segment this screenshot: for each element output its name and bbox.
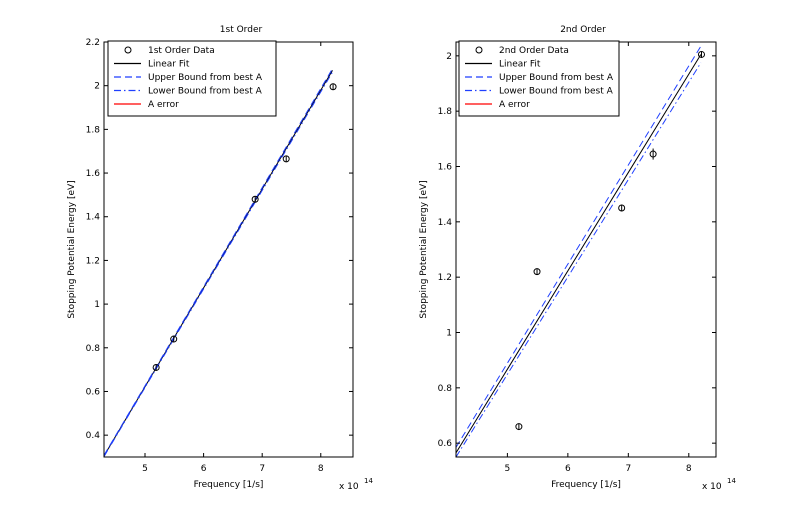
y-tick-label: 2 [446,52,452,62]
legend-label: A error [499,100,530,110]
x-axis-label: Frequency [1/s] [551,480,621,490]
chart-2nd-order: 2nd Order 5 6 7 8 0.6 0.8 1 1.2 1.4 1.6 1.8 2 Frequ… [419,25,736,492]
data-marker [251,195,259,203]
data-point [515,423,523,431]
data-point [697,50,705,58]
data-marker [282,155,290,163]
legend-data: 2nd Order Data [475,46,569,56]
y-tick-label: 1.2 [438,273,452,283]
data-marker [697,50,705,58]
legend-label: Linear Fit [148,60,190,70]
legend-lower-bound: Lower Bound from best A [465,87,614,97]
y-tick-label: 0.8 [438,384,453,394]
plot-area [104,68,337,457]
plot-area [456,45,705,457]
upper-bound-line [104,68,333,456]
legend-marker [124,46,132,54]
upper-bound-line [456,45,702,448]
x-axis-multiplier: x 10 14 [702,477,736,492]
data-marker [649,150,657,158]
legend: 1st Order Data Linear Fit Upper Bound from… [107,40,277,117]
legend-label: Lower Bound from best A [148,87,263,97]
y-tick-label: 1.6 [86,169,101,179]
y-tick-label: 1 [446,329,452,339]
multiplier-base: x 10 [339,482,359,492]
data-point [282,155,290,163]
y-tick-label: 0.4 [86,431,101,441]
y-tick-label: 1.4 [86,213,101,223]
legend-upper-bound: Upper Bound from best A [114,73,263,83]
multiplier-base: x 10 [702,482,722,492]
x-tick-label: 7 [259,464,265,474]
data-point [251,195,259,203]
y-tick-label: 1.6 [438,163,453,173]
chart-1st-order: 1st Order 5 6 7 8 0.4 0.6 0.8 1 1.2 1.4 1.6 1.8 2 2.2… [67,25,373,492]
legend-label: Linear Fit [499,60,541,70]
data-marker [329,83,337,91]
legend-label: Upper Bound from best A [499,73,614,83]
x-tick-label: 5 [142,464,148,474]
x-axis-label: Frequency [1/s] [194,480,264,490]
y-axis-label: Stopping Potential Energy [eV] [419,180,429,318]
lower-bound-line [104,71,333,457]
data-marker [170,335,178,343]
multiplier-exponent: 14 [727,477,736,485]
x-tick-label: 8 [318,464,324,474]
legend-label: A error [148,100,179,110]
legend-upper-bound: Upper Bound from best A [465,73,614,83]
data-point [618,204,626,212]
y-tick-label: 1 [94,300,100,310]
legend-label: 2nd Order Data [499,46,569,56]
legend-linear-fit: Linear Fit [465,60,541,70]
y-tick-label: 2 [94,82,100,92]
multiplier-exponent: 14 [364,477,373,485]
linear-fit-line [456,54,702,454]
y-tick-label: 0.8 [86,344,101,354]
data-marker [618,204,626,212]
legend-label: Lower Bound from best A [499,87,614,97]
data-point [170,335,178,343]
legend-marker [475,46,483,54]
legend-linear-fit: Linear Fit [114,60,190,70]
y-tick-label: 1.8 [438,107,453,117]
legend-lower-bound: Lower Bound from best A [114,87,263,97]
y-tick-label: 0.6 [438,439,453,449]
legend-a-error: A error [114,100,179,110]
y-tick-label: 2.2 [86,38,100,48]
data-marker [152,363,160,371]
legend-label: Upper Bound from best A [148,73,263,83]
y-tick-label: 0.6 [86,387,101,397]
chart-title: 2nd Order [560,25,606,35]
legend-a-error: A error [465,100,530,110]
legend: 2nd Order Data Linear Fit Upper Bound from… [458,40,620,117]
y-tick-label: 1.8 [86,125,101,135]
x-tick-label: 5 [505,464,511,474]
data-point [533,268,541,276]
data-marker [533,268,541,276]
data-point [152,363,160,371]
x-tick-label: 6 [565,464,571,474]
data-marker [515,423,523,431]
y-tick-label: 1.2 [86,256,100,266]
y-tick-label: 1.4 [438,218,453,228]
legend-label: 1st Order Data [148,46,215,56]
x-axis-multiplier: x 10 14 [339,477,373,492]
x-tick-label: 8 [686,464,692,474]
legend-data: 1st Order Data [124,46,215,56]
y-axis-label: Stopping Potential Energy [eV] [67,180,77,318]
axis-ticks: 5 6 7 8 0.6 0.8 1 1.2 1.4 1.6 1.8 2 [438,42,716,474]
x-tick-label: 6 [201,464,207,474]
chart-title: 1st Order [220,25,263,35]
data-point [649,148,657,160]
lower-bound-line [456,62,702,457]
x-tick-label: 7 [625,464,631,474]
data-point [329,83,337,91]
